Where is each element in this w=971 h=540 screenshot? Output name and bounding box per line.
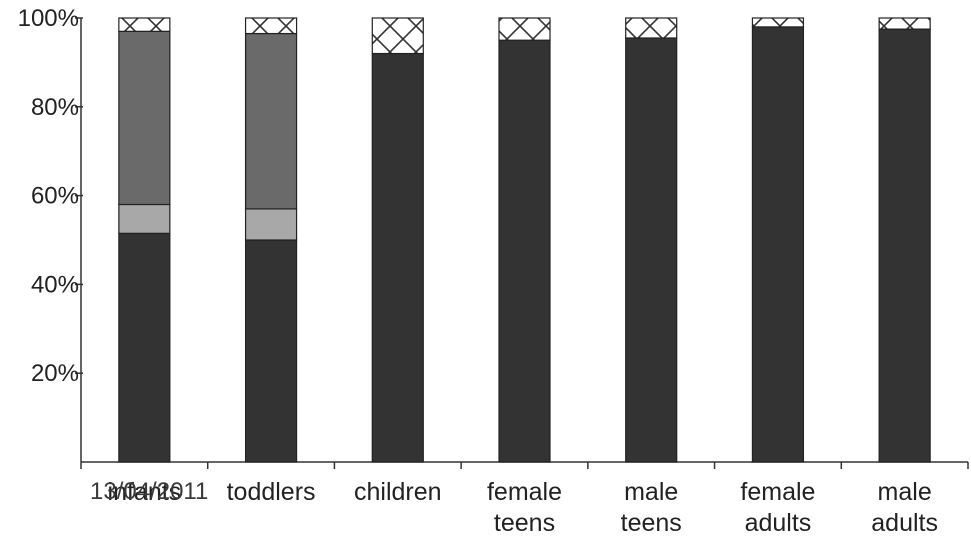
bar-segment <box>371 17 424 55</box>
bar-segment <box>625 37 678 463</box>
bar-segment <box>118 203 171 234</box>
category-label: female teens <box>487 478 562 537</box>
y-tick-label: 100% <box>18 5 79 32</box>
bar-segment <box>118 30 171 206</box>
category-label: infants <box>108 478 182 506</box>
y-ticks: 20% 40% 60% 80% 100% <box>18 5 83 387</box>
category-label: female adults <box>740 478 815 537</box>
bar-segment <box>498 17 551 41</box>
bar-segment <box>498 39 551 463</box>
bar-segment <box>244 32 298 210</box>
x-ticks <box>80 462 969 469</box>
bar-segment <box>625 17 678 39</box>
bar-segment <box>118 232 171 463</box>
bar-segment <box>244 208 298 241</box>
bar-segment <box>118 17 171 32</box>
category-label: male adults <box>871 478 938 537</box>
bar-segment <box>751 26 805 463</box>
bar-segment <box>878 17 931 30</box>
bars <box>118 17 931 463</box>
category-label: male teens <box>621 478 682 537</box>
y-tick-label: 60% <box>31 183 79 210</box>
bar-segment <box>751 17 805 28</box>
category-label: toddlers <box>227 478 316 506</box>
bar-segment <box>244 239 298 463</box>
category-labels: infants toddlers children female teens male te… <box>108 478 938 537</box>
y-tick-label: 40% <box>31 271 79 298</box>
footer-date: 13/04/2011 <box>90 478 209 505</box>
y-tick-label: 20% <box>31 360 79 387</box>
bar-segment <box>371 52 424 463</box>
y-tick-label: 80% <box>31 94 79 121</box>
bar-segment <box>244 17 298 35</box>
category-label: children <box>354 478 442 506</box>
bar-segment <box>878 28 931 463</box>
